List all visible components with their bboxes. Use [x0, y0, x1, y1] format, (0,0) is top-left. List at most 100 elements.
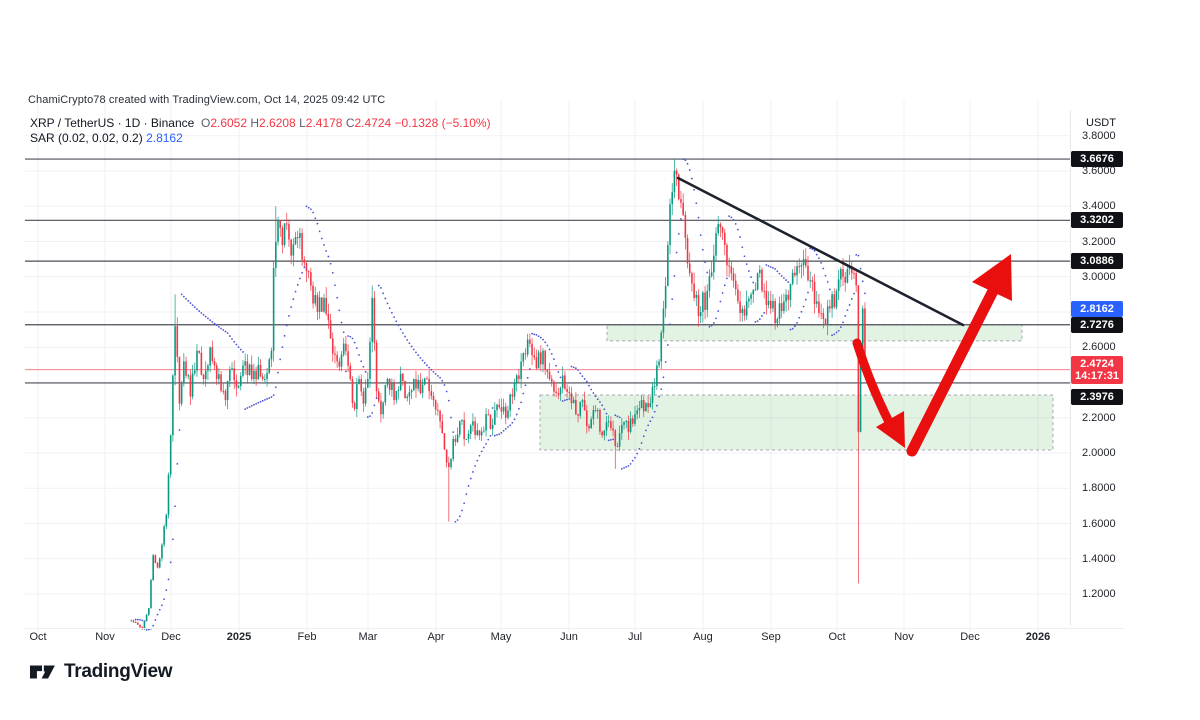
sar-dot	[331, 271, 334, 274]
sar-dot	[793, 325, 796, 328]
sar-dot	[325, 250, 328, 252]
tradingview-logo[interactable]: TradingView	[28, 660, 173, 684]
candle-body	[577, 414, 579, 416]
sar-dot	[222, 329, 225, 331]
forecast-down-arrow-shaft	[852, 338, 894, 427]
candle-body	[290, 239, 292, 256]
sar-dot	[767, 265, 770, 267]
candle-body	[805, 259, 807, 266]
symbol-legend[interactable]: XRP / TetherUS · 1D · Binance O2.6052 H2…	[30, 116, 491, 130]
sar-dot	[785, 279, 787, 281]
candle-body	[702, 292, 704, 312]
sar-dot	[568, 398, 571, 400]
candle-body	[327, 313, 330, 321]
candle-body	[708, 276, 711, 291]
sar-dot	[645, 429, 647, 432]
candle-body	[631, 418, 634, 424]
candle-body	[349, 365, 352, 379]
sar-dot	[697, 216, 700, 219]
price-tick-label: 2.6000	[1082, 341, 1116, 354]
candle-body	[566, 388, 568, 392]
sar-dot	[393, 316, 395, 319]
candle-body	[605, 422, 608, 431]
candle-body	[752, 290, 755, 295]
candle-body	[215, 365, 218, 379]
candle-body	[137, 622, 139, 625]
candle-body	[572, 399, 575, 404]
candle-body	[439, 410, 441, 422]
candle-body	[275, 241, 277, 268]
candle-body	[568, 391, 571, 394]
candle-body	[614, 430, 617, 446]
candle-body	[270, 350, 273, 360]
time-tick-label: Aug	[693, 631, 713, 643]
candle-body	[761, 269, 763, 291]
candle-body	[408, 392, 411, 397]
candle-body	[172, 375, 174, 436]
candle-body	[603, 430, 606, 436]
sar-dot	[196, 308, 198, 311]
sar-dot	[474, 465, 477, 467]
candle-body	[616, 445, 619, 447]
candle-body	[239, 375, 242, 387]
sar-dot	[174, 505, 176, 508]
candle-body	[713, 255, 715, 273]
sar-dot	[491, 407, 494, 409]
candle-body	[671, 192, 674, 205]
candle-body	[767, 300, 770, 305]
sar-dot	[682, 158, 685, 160]
candle-body	[480, 431, 483, 436]
candle-body	[494, 410, 496, 425]
candle-body	[706, 290, 709, 310]
time-tick-label: Nov	[95, 631, 115, 643]
candle-body	[391, 383, 393, 391]
time-tick-label: Oct	[828, 631, 846, 643]
sar-dot	[599, 401, 601, 403]
candle-body	[432, 395, 435, 401]
candle-body	[699, 312, 702, 317]
sar-dot	[728, 215, 731, 218]
candle-body	[535, 357, 538, 369]
candle-body	[820, 313, 822, 315]
sar-dot	[666, 344, 669, 346]
sar-dot	[152, 624, 155, 627]
candle-body	[837, 279, 840, 291]
sar-dot	[555, 364, 558, 367]
candle-body	[178, 356, 181, 404]
sar-dot	[813, 249, 816, 252]
sar-dot	[176, 462, 179, 465]
sar-indicator-legend[interactable]: SAR (0.02, 0.02, 0.2) 2.8162	[30, 131, 183, 145]
sar-dot	[752, 281, 755, 284]
sar-dot	[301, 271, 303, 274]
candle-body	[658, 361, 660, 366]
candle-body	[717, 224, 719, 234]
candle-body	[669, 204, 671, 246]
sar-dot	[603, 408, 606, 411]
candle-body	[621, 424, 623, 434]
candle-body	[167, 474, 170, 515]
low-value: 2.4178	[305, 116, 343, 130]
sar-dot	[480, 450, 483, 453]
candle-body	[404, 380, 406, 399]
price-tick-label: 3.2000	[1082, 235, 1116, 248]
sar-dot	[450, 416, 452, 419]
time-tick-label: Mar	[358, 631, 378, 643]
candle-body	[191, 373, 194, 397]
candle-body	[667, 245, 669, 286]
sar-dot	[520, 401, 522, 404]
price-level-badge: 2.7276	[1071, 316, 1123, 333]
candle-body	[623, 421, 625, 425]
sar-dot	[283, 334, 286, 337]
candle-body	[248, 364, 251, 376]
candle-body	[721, 227, 724, 233]
candle-body	[465, 438, 468, 440]
sar-dot	[139, 618, 141, 621]
candle-body	[244, 361, 246, 366]
sar-dot	[274, 386, 277, 389]
candle-body	[785, 294, 787, 302]
time-tick-label: May	[490, 631, 512, 643]
candle-body	[776, 319, 779, 324]
sar-dot	[583, 378, 586, 380]
sar-dot	[478, 454, 481, 457]
